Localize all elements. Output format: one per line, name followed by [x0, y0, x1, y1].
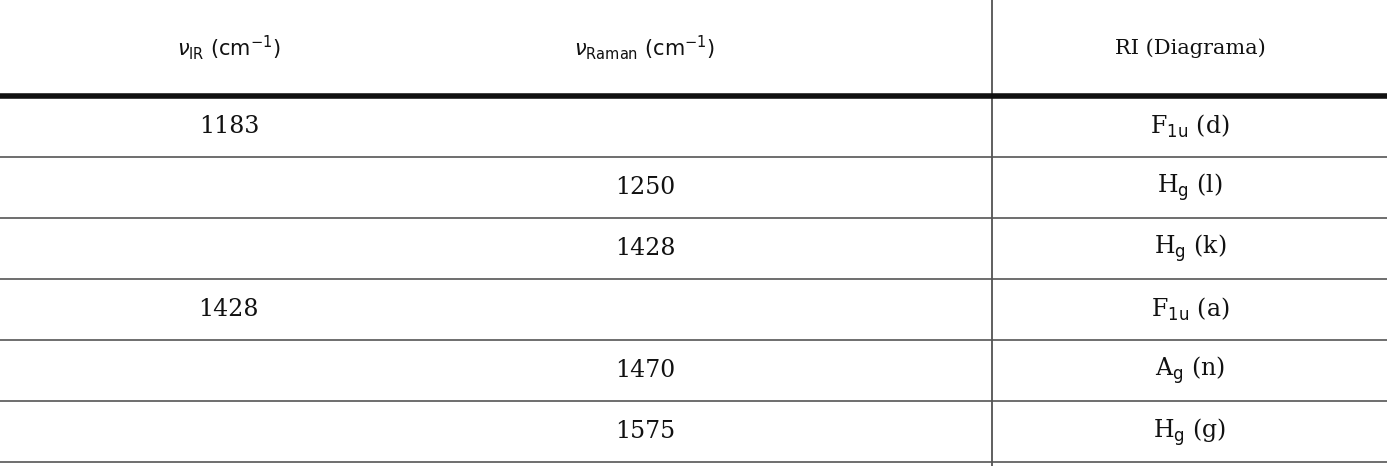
Text: 1575: 1575 — [614, 420, 675, 443]
Text: $\mathit{\nu}_{\mathrm{Raman}}$ $(\mathrm{cm}^{-1})$: $\mathit{\nu}_{\mathrm{Raman}}$ $(\mathr… — [574, 34, 716, 62]
Text: 1428: 1428 — [198, 298, 259, 321]
Text: $\mathit{\nu}_{\mathrm{IR}}$ $(\mathrm{cm}^{-1})$: $\mathit{\nu}_{\mathrm{IR}}$ $(\mathrm{c… — [178, 34, 280, 62]
Text: 1183: 1183 — [198, 115, 259, 137]
Text: F$_{\mathrm{1u}}$ (d): F$_{\mathrm{1u}}$ (d) — [1150, 112, 1230, 140]
Text: H$_{\mathrm{g}}$ (l): H$_{\mathrm{g}}$ (l) — [1157, 171, 1223, 203]
Text: RI (Diagrama): RI (Diagrama) — [1115, 38, 1265, 58]
Text: H$_{\mathrm{g}}$ (g): H$_{\mathrm{g}}$ (g) — [1154, 416, 1226, 447]
Text: 1428: 1428 — [614, 237, 675, 260]
Text: 1470: 1470 — [614, 359, 675, 382]
Text: 1250: 1250 — [614, 176, 675, 199]
Text: H$_{\mathrm{g}}$ (k): H$_{\mathrm{g}}$ (k) — [1154, 233, 1226, 264]
Text: A$_{\mathrm{g}}$ (n): A$_{\mathrm{g}}$ (n) — [1155, 355, 1225, 386]
Text: F$_{\mathrm{1u}}$ (a): F$_{\mathrm{1u}}$ (a) — [1151, 296, 1229, 323]
